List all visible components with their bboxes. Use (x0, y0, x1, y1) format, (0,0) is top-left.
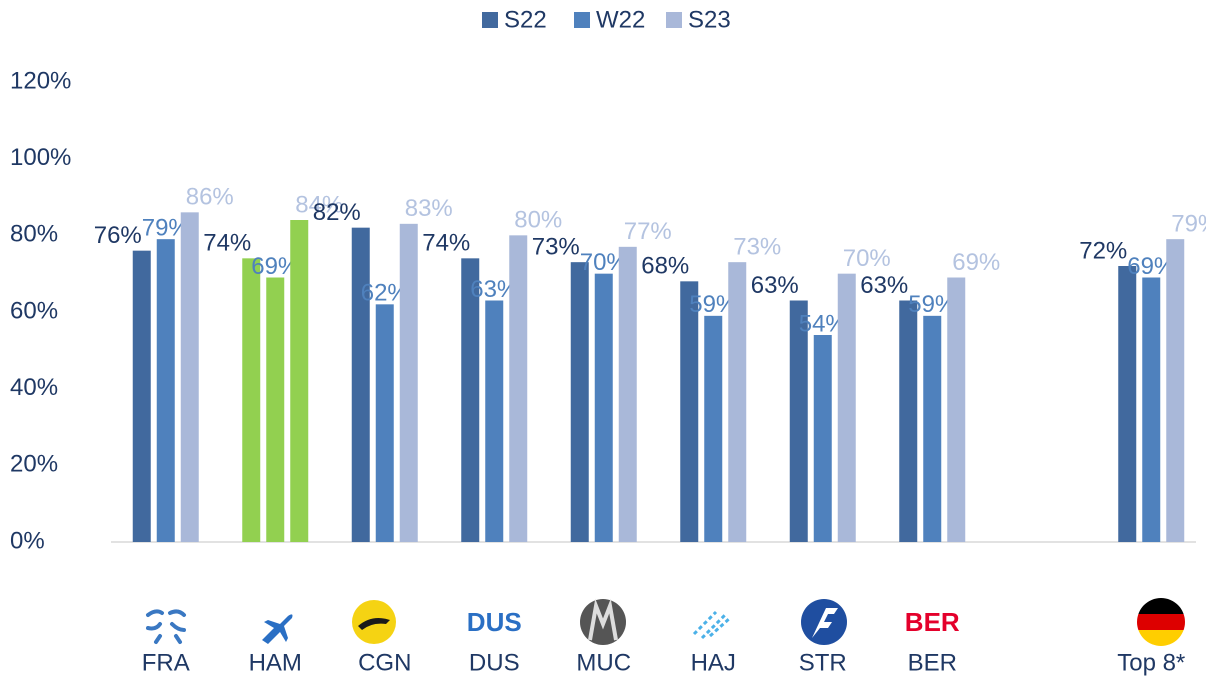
x-tick-label: BER (908, 649, 957, 676)
bar (789, 300, 808, 542)
data-label: 84% (295, 191, 343, 218)
logo-str (801, 599, 847, 645)
bar (837, 273, 856, 542)
legend-swatch (574, 12, 590, 28)
bar (132, 250, 151, 542)
logo-ham (262, 614, 293, 644)
x-tick-label: HAJ (691, 649, 736, 676)
data-label: 82% (313, 199, 361, 226)
data-label: 83% (405, 195, 453, 222)
legend-swatch (482, 12, 498, 28)
data-label: 80% (514, 207, 562, 234)
y-tick-label: 80% (10, 221, 58, 248)
bar (399, 223, 418, 543)
data-label: 72% (1079, 237, 1127, 264)
y-tick-label: 40% (10, 374, 58, 401)
bar (509, 235, 528, 543)
bar (461, 258, 480, 542)
data-label: 63% (751, 272, 799, 299)
bar (923, 315, 942, 542)
logo-fra (146, 609, 186, 644)
logo-germany (1137, 598, 1185, 646)
data-label: 77% (624, 218, 672, 245)
logo-haj (692, 610, 732, 640)
logo-text: DUS (467, 607, 522, 637)
bar (485, 300, 504, 542)
y-tick-label: 120% (10, 67, 71, 94)
data-label: 73% (733, 234, 781, 261)
x-tick-label: Top 8* (1117, 649, 1185, 676)
y-tick-label: 20% (10, 451, 58, 478)
logo-text: BER (905, 607, 960, 637)
data-label: 86% (186, 184, 234, 211)
data-label: 70% (843, 245, 891, 272)
bar (375, 304, 394, 542)
legend-label: S22 (504, 6, 547, 33)
bar (680, 281, 699, 542)
logo-muc (580, 598, 626, 645)
y-tick-label: 60% (10, 297, 58, 324)
data-label: 76% (94, 222, 142, 249)
logos (146, 598, 1185, 646)
x-tick-label: HAM (249, 649, 302, 676)
data-label: 63% (860, 272, 908, 299)
bar (180, 212, 199, 543)
bar (290, 220, 309, 542)
bar (242, 258, 261, 542)
data-label: 69% (952, 249, 1000, 276)
data-label: 74% (203, 230, 251, 257)
data-label: 79% (1171, 211, 1206, 238)
bar (813, 335, 832, 542)
bar (1118, 266, 1137, 542)
y-tick-label: 100% (10, 144, 71, 171)
legend-label: S23 (688, 6, 731, 33)
bar (618, 246, 637, 543)
data-label: 74% (422, 230, 470, 257)
bar (351, 227, 370, 542)
data-label: 73% (532, 234, 580, 261)
x-tick-label: MUC (576, 649, 631, 676)
bar (1166, 239, 1185, 542)
data-label: 68% (641, 253, 689, 280)
bar (570, 262, 589, 542)
bar (899, 300, 918, 542)
legend-label: W22 (596, 6, 645, 33)
bar (947, 277, 966, 542)
x-tick-label: CGN (358, 649, 411, 676)
bar (704, 315, 723, 542)
legend-swatch (666, 12, 682, 28)
bar (594, 273, 613, 542)
bar (1142, 277, 1161, 542)
logo-cgn (352, 600, 396, 644)
bar (266, 277, 285, 542)
x-tick-label: DUS (469, 649, 520, 676)
y-tick-label: 0% (10, 527, 45, 554)
bar (156, 239, 175, 542)
bar (728, 262, 747, 542)
x-tick-label: STR (799, 649, 847, 676)
x-tick-label: FRA (142, 649, 190, 676)
